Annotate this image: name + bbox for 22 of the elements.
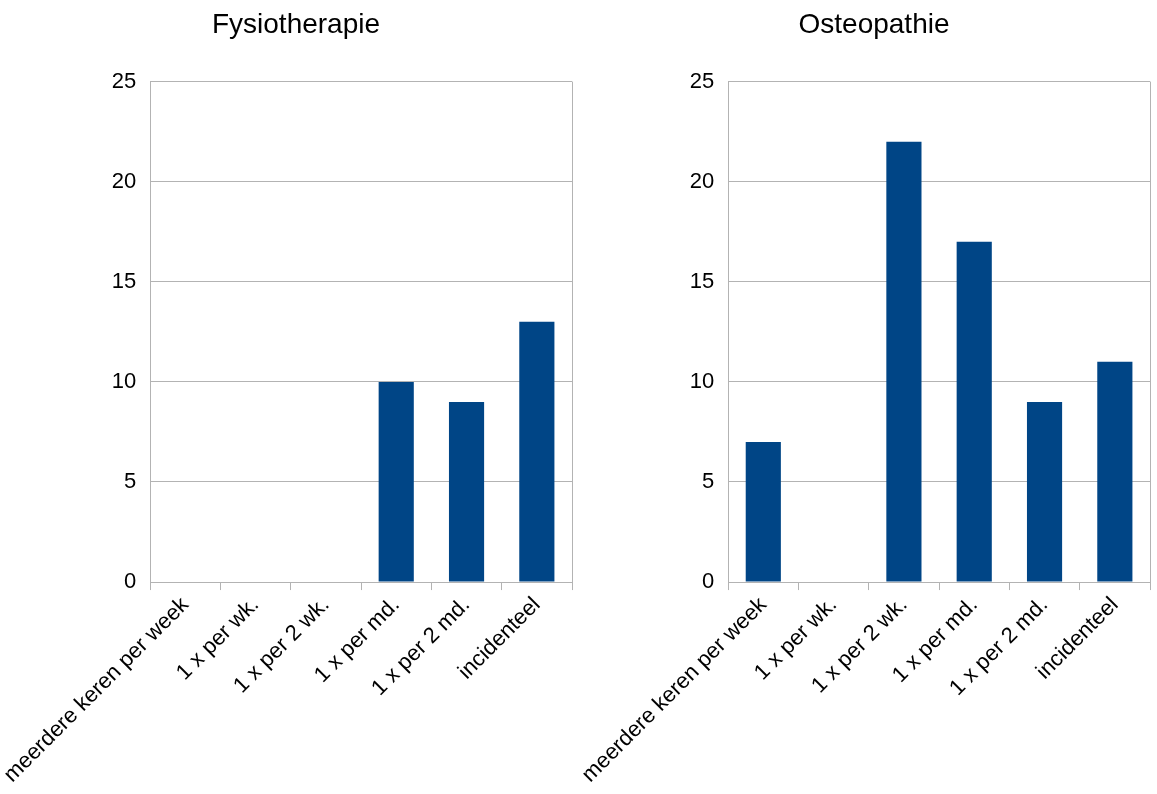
bar bbox=[378, 381, 414, 582]
y-tick-label: 10 bbox=[111, 367, 137, 393]
bar bbox=[956, 241, 992, 582]
y-tick-label: 25 bbox=[689, 67, 715, 93]
y-tick-label: 0 bbox=[123, 568, 137, 594]
bar bbox=[1097, 361, 1133, 582]
y-tick-label: 15 bbox=[689, 267, 715, 293]
y-tick-label: 20 bbox=[111, 167, 137, 193]
bar bbox=[448, 401, 485, 582]
y-tick-label: 5 bbox=[123, 468, 137, 494]
y-tick-label: 5 bbox=[701, 468, 715, 494]
y-tick-label: 20 bbox=[689, 167, 715, 193]
chart-title: Fysiotherapie bbox=[211, 7, 381, 39]
bar bbox=[745, 441, 781, 582]
y-tick-label: 0 bbox=[701, 568, 715, 594]
y-tick-label: 15 bbox=[111, 267, 137, 293]
bar bbox=[519, 321, 555, 582]
bar bbox=[886, 141, 922, 582]
chart-title: Osteopathie bbox=[798, 7, 950, 39]
y-tick-label: 10 bbox=[689, 367, 715, 393]
bar bbox=[1026, 401, 1063, 582]
y-tick-label: 25 bbox=[111, 67, 137, 93]
